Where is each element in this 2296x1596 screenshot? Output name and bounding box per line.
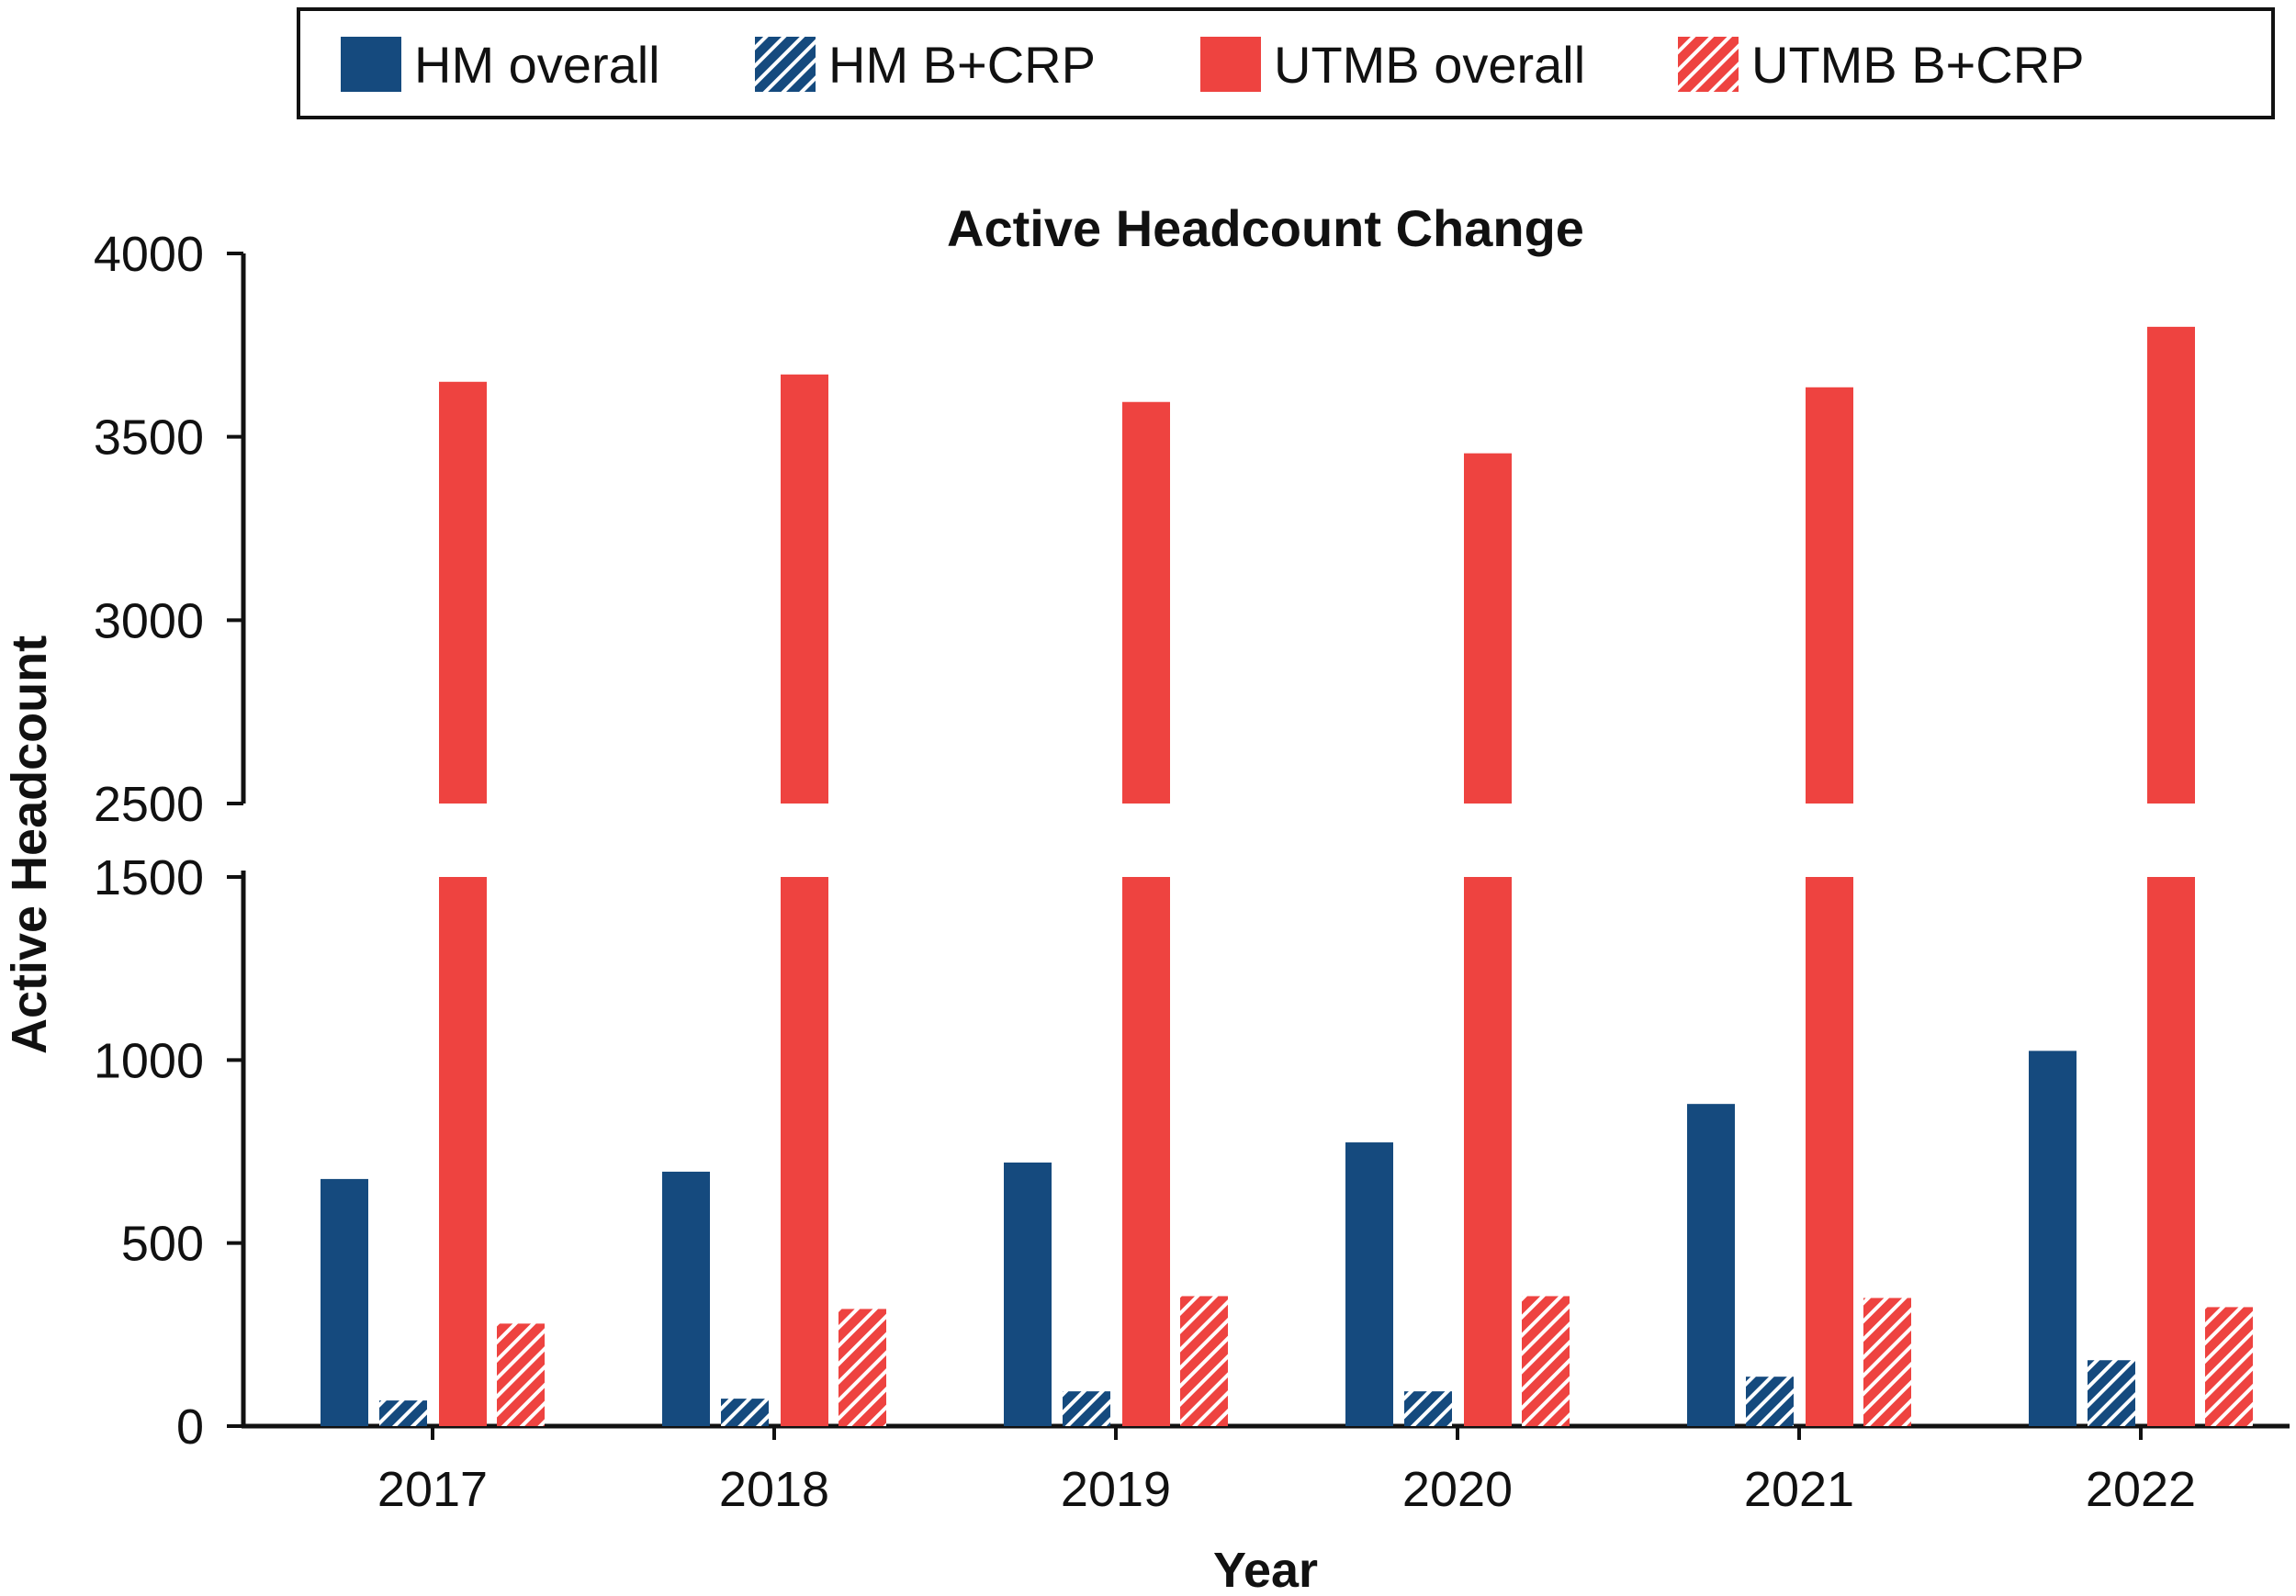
bar-upper-segment	[439, 381, 487, 804]
chart-title: Active Headcount Change	[947, 199, 1584, 257]
y-tick-label: 4000	[94, 227, 204, 282]
bar-upper-segment	[1122, 401, 1170, 804]
y-tick-label: 1500	[94, 850, 204, 905]
axes	[241, 253, 2290, 1429]
bar	[721, 1399, 769, 1426]
bar	[781, 877, 828, 1426]
x-tick-label: 2021	[1744, 1462, 1854, 1517]
bar	[1004, 1162, 1052, 1426]
legend-frame	[297, 7, 2275, 119]
y-tick-label: 3000	[94, 593, 204, 648]
bar	[2147, 877, 2195, 1426]
bar	[1863, 1298, 1911, 1426]
bar-upper-segment	[2147, 326, 2195, 804]
bar	[379, 1400, 427, 1426]
bar	[2088, 1360, 2135, 1426]
legend-swatch	[755, 37, 816, 92]
x-tick-label: 2017	[377, 1462, 488, 1517]
bar	[662, 1171, 710, 1426]
bar-upper-segment	[781, 374, 828, 804]
y-axis-title: Active Headcount	[2, 635, 57, 1054]
bar	[1464, 877, 1512, 1426]
legend-swatch	[341, 37, 401, 92]
x-tick-label: 2018	[719, 1462, 829, 1517]
legend-swatch	[1678, 37, 1739, 92]
bar	[1063, 1391, 1110, 1426]
bar	[1345, 1142, 1393, 1426]
legend: HM overall HM B+CRP UTMB overall UTMB B+CRP	[297, 7, 2275, 119]
legend-label: UTMB B+CRP	[1751, 36, 2085, 94]
y-tick-label: 500	[121, 1217, 204, 1272]
bar	[1122, 877, 1170, 1426]
bar	[1404, 1391, 1452, 1426]
y-tick-label: 0	[176, 1399, 204, 1455]
bar	[439, 877, 487, 1426]
y-ticks: 0 500 1000 1500 2500 3000 3500 4000	[94, 227, 243, 1455]
bars	[321, 326, 2253, 1426]
bar	[838, 1309, 886, 1426]
y-tick-label: 3500	[94, 410, 204, 466]
y-tick-label: 1000	[94, 1033, 204, 1088]
bar	[1522, 1296, 1570, 1426]
legend-swatch	[1200, 37, 1261, 92]
x-tick-label: 2020	[1402, 1462, 1513, 1517]
legend-label: HM B+CRP	[828, 36, 1096, 94]
bar-upper-segment	[1464, 453, 1512, 804]
y-tick-label: 2500	[94, 777, 204, 832]
bar	[1806, 877, 1853, 1426]
x-tick-label: 2019	[1061, 1462, 1171, 1517]
bar	[1180, 1296, 1228, 1426]
bar	[2029, 1051, 2077, 1426]
x-axis-title: Year	[1213, 1543, 1318, 1596]
bar	[321, 1178, 368, 1426]
bar	[2205, 1307, 2253, 1426]
legend-label: HM overall	[414, 36, 660, 94]
bar	[1687, 1104, 1735, 1426]
x-ticks: 2017 2018 2019 2020 2021 2022	[377, 1426, 2196, 1517]
bar	[497, 1323, 545, 1426]
bar	[1746, 1377, 1794, 1426]
bar-upper-segment	[1806, 387, 1853, 804]
legend-label: UTMB overall	[1274, 36, 1585, 94]
x-tick-label: 2022	[2086, 1462, 2196, 1517]
